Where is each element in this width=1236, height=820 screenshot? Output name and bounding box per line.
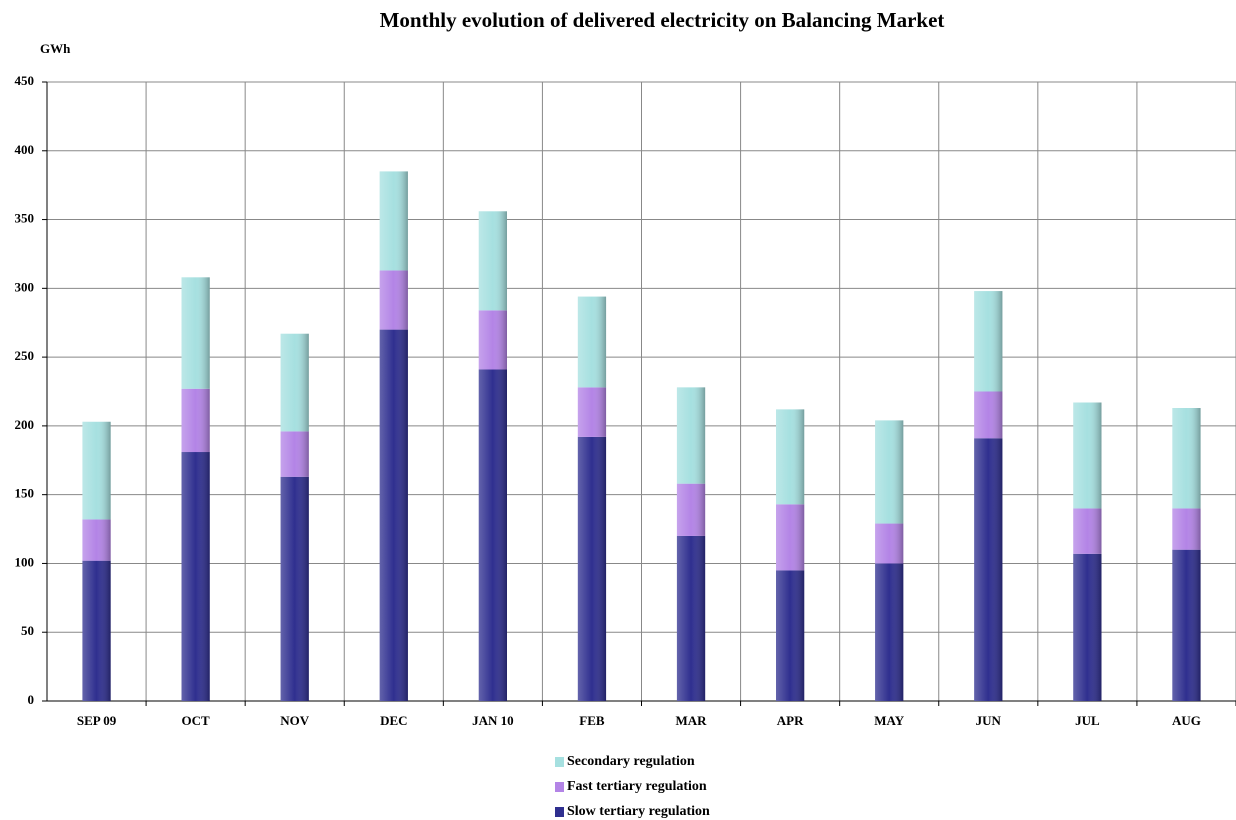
- x-tick-label: AUG: [1172, 713, 1201, 728]
- bar-shade: [676, 387, 706, 484]
- y-tick-label: 250: [15, 348, 35, 363]
- y-tick-label: 100: [15, 554, 35, 569]
- bar-shade: [776, 409, 805, 505]
- bar-shade: [974, 291, 1003, 392]
- bar-shade: [478, 369, 507, 701]
- bar-shade: [577, 296, 607, 388]
- y-tick-label: 300: [15, 279, 35, 294]
- chart-title: Monthly evolution of delivered electrici…: [380, 8, 945, 32]
- bar-shade: [676, 483, 706, 536]
- y-tick-label: 200: [15, 417, 35, 432]
- bar-shade: [478, 211, 507, 311]
- bar-shade: [1172, 508, 1201, 550]
- bar-shade: [577, 387, 607, 437]
- legend-label: Fast tertiary regulation: [567, 779, 707, 794]
- bar-shade: [974, 438, 1003, 701]
- x-tick-label: FEB: [579, 713, 605, 728]
- bar-shade: [379, 270, 408, 330]
- y-tick-label: 400: [15, 142, 35, 157]
- bar-shade: [1073, 553, 1102, 701]
- bar-shade: [82, 421, 111, 520]
- bar-shade: [82, 560, 111, 701]
- legend-label: Slow tertiary regulation: [567, 804, 710, 819]
- x-tick-label: JUL: [1075, 713, 1100, 728]
- bar-shade: [181, 452, 210, 701]
- y-tick-label: 0: [28, 692, 35, 707]
- bar-shade: [82, 519, 111, 561]
- bar-shade: [776, 570, 805, 701]
- bar-shade: [875, 523, 904, 564]
- legend-swatch: [555, 757, 564, 767]
- bar-shade: [280, 431, 309, 477]
- y-tick-label: 450: [15, 73, 35, 88]
- bar-shade: [478, 310, 507, 370]
- legend-swatch: [555, 807, 564, 817]
- x-tick-label: OCT: [182, 713, 211, 728]
- bar-shade: [875, 563, 904, 701]
- x-tick-label: APR: [777, 713, 804, 728]
- bar-shade: [181, 388, 210, 453]
- x-tick-label: JUN: [976, 713, 1002, 728]
- bar-shade: [379, 171, 408, 271]
- x-tick-label: MAR: [676, 713, 708, 728]
- bar-shade: [1073, 508, 1102, 554]
- y-axis-label: GWh: [40, 41, 71, 56]
- bar-shade: [776, 504, 805, 571]
- x-tick-label: SEP 09: [77, 713, 117, 728]
- y-tick-label: 50: [21, 623, 34, 638]
- x-tick-label: MAY: [874, 713, 904, 728]
- bar-shade: [280, 333, 309, 432]
- x-tick-label: DEC: [380, 713, 407, 728]
- legend-swatch: [555, 782, 564, 792]
- legend-label: Secondary regulation: [567, 754, 695, 769]
- bar-shade: [577, 436, 607, 701]
- x-tick-label: NOV: [280, 713, 310, 728]
- bar-shade: [974, 391, 1003, 439]
- y-tick-label: 350: [15, 211, 35, 226]
- x-tick-label: JAN 10: [472, 713, 514, 728]
- bar-shade: [875, 420, 904, 524]
- y-tick-label: 150: [15, 486, 35, 501]
- bar-shade: [181, 277, 210, 389]
- bar-shade: [1172, 549, 1201, 701]
- bar-shade: [1073, 402, 1102, 509]
- bar-shade: [379, 329, 408, 701]
- bar-shade: [676, 535, 706, 701]
- bar-shade: [1172, 408, 1201, 509]
- bar-shade: [280, 476, 309, 701]
